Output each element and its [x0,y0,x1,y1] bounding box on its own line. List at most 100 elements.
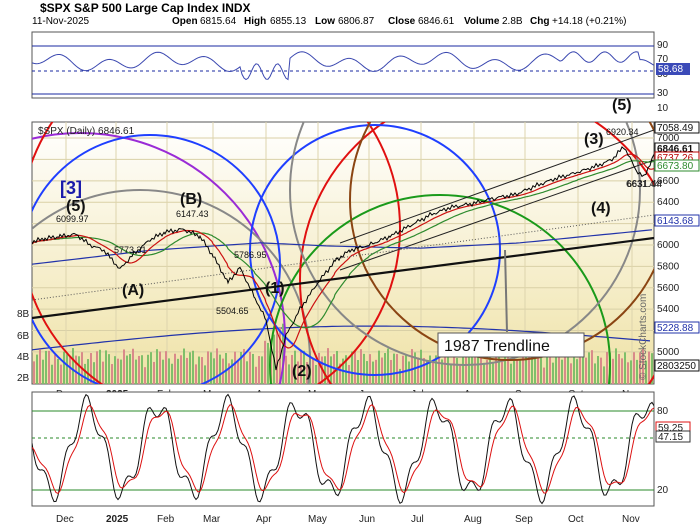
watermark: © StockCharts.com [638,294,649,380]
price-annotation: 6147.43 [176,209,209,219]
volume-tick-label: 8B [17,309,30,320]
volume-tick-label: 6B [17,331,30,342]
quote-date: 11-Nov-2025 [32,16,90,27]
volume-bar [519,360,521,384]
volume-bar [633,352,635,384]
volume-bar [228,363,230,384]
volume-bar [558,351,560,384]
wave-label: (1) [265,280,285,297]
high-label: High [244,16,266,27]
volume-bar [543,367,545,384]
volume-bar [444,350,446,384]
1987-trendline [32,236,654,320]
right-price-label: 6673.80 [657,161,694,172]
volume-bar [318,352,320,384]
close-label: Close [388,16,416,27]
volume-bar [102,361,104,384]
volume-bar [54,354,56,384]
volume-bar [63,351,65,384]
channel-upper [339,129,654,244]
volume-bar [267,342,269,384]
volume-bar [441,359,443,384]
volume-bar [597,355,599,384]
wave-label: (2) [292,363,312,380]
volume-bar [264,340,266,384]
price-tick-label: 6000 [657,240,680,251]
wave-label: (5) [612,97,632,114]
volume-bar [375,359,377,384]
trendline-pointer [504,249,508,333]
volume-bar [183,348,185,384]
price-tick-label: 5400 [657,304,680,315]
volume-bar [486,360,488,384]
stochastic-k-line [32,393,654,505]
volume-bar [300,349,302,384]
trendline-label: 1987 Trendline [444,338,550,355]
volume-bar [360,349,362,384]
volume-bar [483,362,485,384]
price-tick-label: 5800 [657,261,680,272]
month-label: Dec [56,514,74,525]
volume-bar [546,355,548,384]
circle-red-left [32,122,401,384]
volume-bar [426,360,428,384]
volume-bar [357,360,359,384]
volume-bar [576,359,578,384]
volume-bar [72,348,74,384]
volume-bar [645,360,647,384]
volume-bar [201,357,203,384]
price-tick-label: 7000 [657,133,680,144]
trendline-label-box [437,332,585,358]
volume-bar [591,350,593,384]
right-price-label: 6846.61 [657,144,694,155]
volume-bar [240,351,242,384]
volume-bar [174,353,176,384]
volume-bar [618,353,620,384]
volume-bar [555,349,557,384]
open-label: Open [172,16,198,27]
volume-bar [351,351,353,384]
volume-bar [339,363,341,384]
volume-bar [225,353,227,384]
volume-bar [624,352,626,384]
volume-bar [477,356,479,384]
volume-bar [186,357,188,384]
volume-bar [255,366,257,384]
volume-bar [219,354,221,384]
volume-bar [468,357,470,384]
volume-tick-label: 2B [17,373,30,384]
chg-label: Chg [530,16,549,27]
right-price-label: 6143.68 [657,216,694,227]
volume-bar [222,358,224,384]
volume-bar [237,359,239,384]
wave-label: (A) [122,282,144,299]
rsi-tick-label: 30 [657,88,669,99]
volume-bar [324,356,326,384]
volume-bar [384,353,386,384]
volume-bar [516,359,518,384]
volume-bar [210,352,212,384]
volume-bar [315,364,317,384]
volume-bar [114,356,116,384]
volume-bar [153,361,155,384]
month-label: Apr [256,514,272,525]
volume-bar [387,348,389,384]
volume-bar [507,353,509,384]
volume-bar [276,330,278,384]
volume-bar [453,354,455,384]
ticker-title: $SPX S&P 500 Large Cap Index INDX [40,1,251,15]
volume-bar [75,355,77,384]
volume-bar [642,348,644,384]
volume-bar [246,361,248,384]
month-label: Oct [568,514,584,525]
volume-bar [261,356,263,384]
volume-bar [192,350,194,384]
volume-bar [90,353,92,384]
volume-bar [600,357,602,384]
volume-bar [165,351,167,384]
volume-bar [492,362,494,384]
volume-bar [96,351,98,384]
volume-bar [594,363,596,384]
volume-bar [552,362,554,384]
